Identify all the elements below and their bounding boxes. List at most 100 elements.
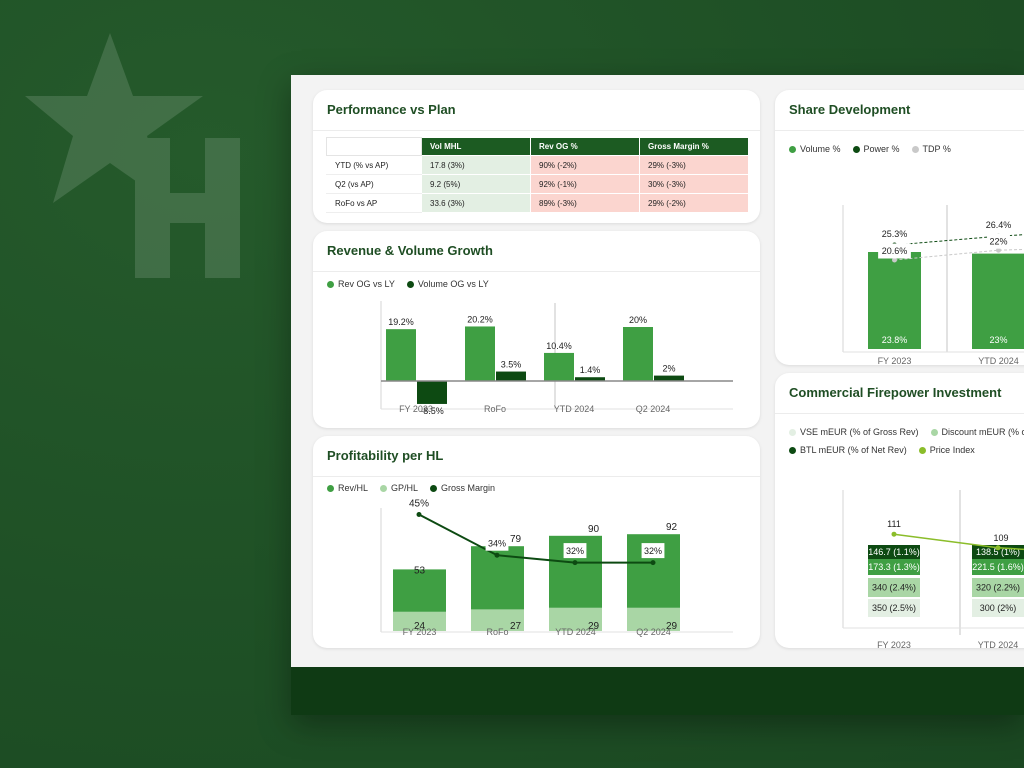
price-index-point (891, 531, 897, 537)
data-label: 173.3 (1.3%) (868, 562, 920, 572)
legend-label: Power % (863, 144, 900, 154)
legend-label: TDP % (922, 144, 951, 154)
legend-label: Volume OG vs LY (417, 279, 489, 289)
data-label: 300 (2%) (980, 603, 1017, 613)
data-label: 111 (887, 519, 901, 529)
category-label: FY 2023 (877, 640, 911, 648)
category-label: YTD 2024 (554, 404, 595, 414)
table-header-row: Vol MHL Rev OG % Gross Margin % (326, 137, 749, 156)
bar-gp-hl (627, 607, 680, 631)
legend-label: Discount mEUR (% of (941, 427, 1024, 437)
legend-swatch (789, 446, 796, 454)
revenue-card: Revenue & Volume Growth Rev OG vs LY Vol… (313, 231, 760, 428)
cell-gm: 29% (-3%) (639, 155, 749, 175)
category-label: YTD 2024 (978, 356, 1019, 365)
cell-rev: 92% (-1%) (530, 174, 640, 194)
legend-label: Volume % (800, 144, 841, 154)
bar-rev (386, 329, 416, 381)
row-label: Q2 (vs AP) (326, 174, 422, 194)
category-label: FY 2023 (403, 627, 437, 637)
category-label: FY 2023 (399, 404, 433, 414)
data-label: 138.5 (1%) (976, 547, 1020, 557)
data-label: 45% (409, 499, 429, 510)
cell-vol: 9.2 (5%) (421, 174, 531, 194)
data-label: 34% (488, 538, 506, 548)
firepower-legend-row1: VSE mEUR (% of Gross Rev) Discount mEUR … (789, 427, 1024, 437)
column-header-rev: Rev OG % (530, 137, 640, 156)
data-label: 146.7 (1.1%) (868, 547, 920, 557)
bar-segment-vse (972, 578, 1024, 597)
cell-vol: 17.8 (3%) (421, 155, 531, 175)
category-label: RoFo (484, 404, 506, 414)
legend-item-gp-hl: GP/HL (380, 483, 418, 493)
divider (313, 130, 760, 131)
share-card: Share Development Volume % Power % TDP %… (775, 90, 1024, 365)
table-row: YTD (% vs AP) 17.8 (3%) 90% (-2%) 29% (-… (326, 155, 749, 175)
bar-segment-btl (868, 545, 920, 559)
data-label: 320 (2.2%) (976, 583, 1020, 593)
legend-swatch (327, 484, 334, 492)
data-label: 25.3% (882, 229, 908, 239)
data-label: 10.4% (546, 341, 572, 351)
legend-swatch (406, 280, 414, 288)
data-label: 29 (588, 621, 600, 632)
category-label: Q2 2024 (636, 627, 671, 637)
bar-segment-discount (972, 559, 1024, 575)
bar-volume (417, 381, 447, 404)
divider (775, 130, 1024, 131)
legend-swatch (918, 446, 926, 454)
legend-item-volume: Volume % (789, 144, 841, 154)
cell-vol: 33.6 (3%) (421, 193, 531, 213)
bar-gp-hl (471, 609, 524, 631)
gross-margin-point (416, 512, 422, 517)
bar-segment-discount (868, 559, 920, 575)
star-h-logo-icon (25, 33, 240, 278)
gross-margin-point (572, 560, 578, 566)
data-label: 20% (629, 315, 647, 325)
gross-margin-line (418, 513, 653, 564)
profitability-title: Profitability per HL (327, 448, 444, 463)
data-label: 29 (666, 621, 678, 632)
legend-swatch (789, 145, 796, 153)
legend-label: BTL mEUR (% of Net Rev) (800, 445, 907, 455)
data-label: 90 (588, 524, 600, 535)
bar-segment-vse (972, 599, 1024, 617)
legend-item-rev: Rev OG vs LY (327, 279, 395, 289)
revenue-chart: 19.2% -8.5%FY 2023 20.2% 3.5% RoFo 10.4% 1.4% Y… (380, 301, 733, 416)
row-label: YTD (% vs AP) (326, 155, 422, 175)
table-row: Q2 (vs AP) 9.2 (5%) 92% (-1%) 30% (-3%) (326, 174, 749, 194)
legend-item-gross-margin: Gross Margin (430, 483, 495, 493)
legend-swatch (380, 484, 388, 492)
data-label: 340 (2.4%) (872, 583, 916, 593)
legend-item-power: Power % (852, 144, 900, 154)
column-header-gm: Gross Margin % (639, 137, 749, 156)
divider (313, 271, 760, 272)
legend-label: Gross Margin (441, 483, 496, 493)
data-label: 19.2% (388, 317, 414, 327)
bar-volume (496, 371, 526, 381)
price-index-point (995, 545, 1001, 551)
data-label: 23% (989, 335, 1007, 345)
firepower-legend-row2: BTL mEUR (% of Net Rev) Price Index (789, 445, 975, 455)
performance-table: Vol MHL Rev OG % Gross Margin % YTD (% v… (326, 137, 749, 213)
legend-label: VSE mEUR (% of Gross Rev) (800, 427, 919, 437)
share-chart: 23.8% FY 2023 23% YTD 2024 25.3% 20.6% 26.4% 22… (842, 205, 1024, 365)
data-label: 24 (414, 621, 426, 632)
bar-rev (465, 326, 495, 381)
table-row: RoFo vs AP 33.6 (3%) 89% (-3%) 29% (-2%) (326, 193, 749, 213)
legend-label: Price Index (929, 445, 975, 455)
legend-item-btl: BTL mEUR (% of Net Rev) (789, 445, 907, 455)
data-label: 22% (989, 236, 1007, 246)
legend-item-volume: Volume OG vs LY (406, 279, 489, 289)
data-label: 2% (662, 364, 675, 374)
bar-segment-vse (868, 578, 920, 597)
data-label: 221.5 (1.6%) (972, 562, 1024, 572)
data-label: 32% (566, 546, 584, 556)
legend-swatch (789, 428, 796, 436)
legend-swatch (327, 280, 334, 288)
gross-margin-point (494, 552, 500, 558)
data-label: 109 (993, 533, 1008, 543)
data-label: 3.5% (501, 360, 522, 370)
data-label-bg (485, 535, 509, 551)
